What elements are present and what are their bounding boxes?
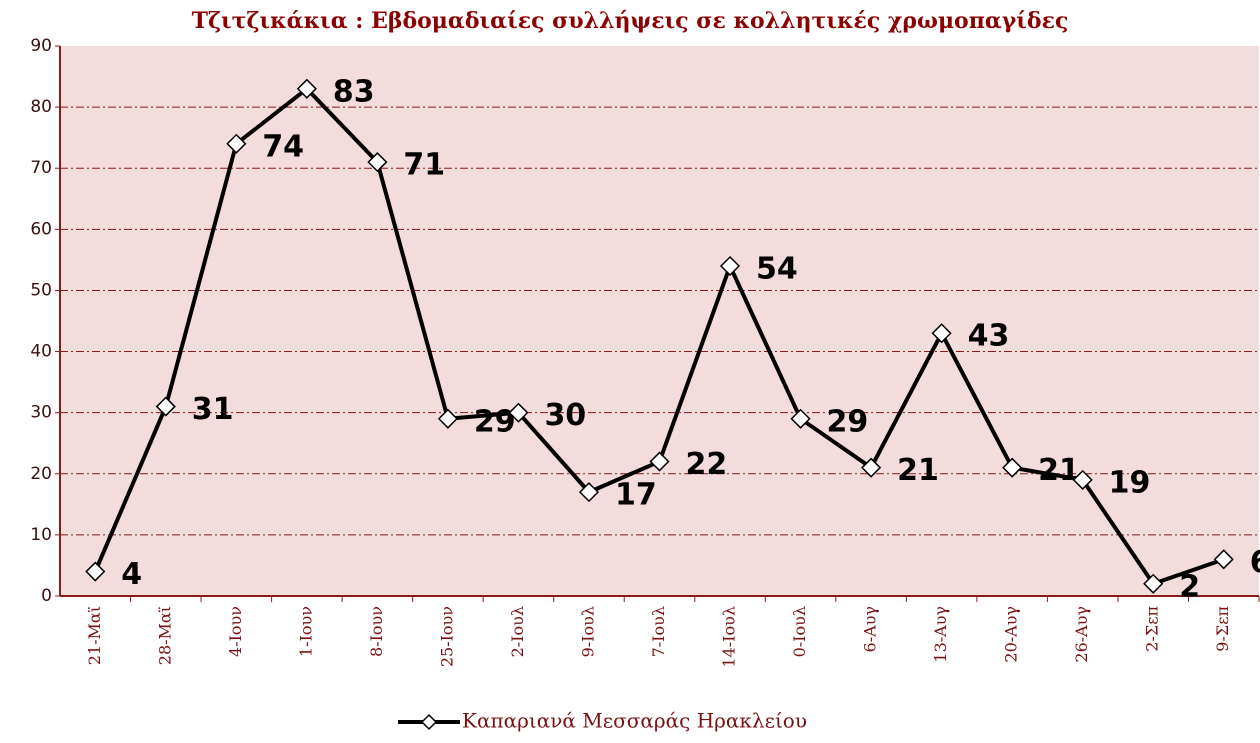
point-marker: [649, 451, 670, 472]
y-tick-label: 70: [30, 158, 52, 178]
point-marker: [1213, 549, 1234, 570]
x-tick-label: 26-Αυγ: [1072, 606, 1091, 663]
y-tick-label: 40: [30, 342, 52, 362]
chart-title: Τζιτζικάκια : Εβδομαδιαίες συλλήψεις σε …: [192, 8, 1069, 34]
data-label: 29: [474, 404, 516, 439]
x-tick-label: 20-Αυγ: [1002, 606, 1021, 663]
data-label: 71: [403, 148, 445, 183]
point-marker: [931, 323, 952, 344]
legend-label: Καπαριανά Μεσσαράς Ηρακλείου: [462, 709, 807, 733]
data-label: 6: [1250, 545, 1260, 580]
x-tick-label: 9-Σεπ: [1213, 606, 1232, 652]
x-tick-label: 21-Μαϊ: [85, 606, 104, 665]
plot-area: [60, 46, 1259, 596]
y-tick-label: 80: [30, 97, 52, 117]
point-marker: [226, 133, 247, 154]
point-marker: [296, 78, 317, 99]
x-tick-label: 6-Αυγ: [861, 606, 880, 652]
y-tick-label: 90: [30, 36, 52, 56]
data-label: 19: [1109, 465, 1151, 500]
data-label: 21: [897, 453, 939, 488]
point-marker: [85, 561, 106, 582]
x-tick-label: 2-Σεπ: [1143, 606, 1162, 652]
data-label: 29: [827, 404, 869, 439]
data-label: 21: [1038, 453, 1080, 488]
legend-marker: [420, 713, 438, 731]
point-marker: [578, 482, 600, 503]
point-marker: [861, 457, 882, 478]
x-tick-label: 28-Μαϊ: [155, 606, 174, 665]
data-label: 17: [615, 478, 657, 513]
data-label: 4: [121, 557, 142, 592]
y-tick-label: 10: [30, 525, 52, 545]
y-tick-label: 50: [30, 280, 52, 300]
x-tick-label: 1-Ιουν: [296, 606, 315, 657]
x-tick-label: 9-Ιουλ: [578, 606, 597, 657]
x-tick-label: 8-Ιουν: [367, 606, 386, 657]
point-marker: [437, 408, 458, 429]
y-tick-label: 0: [41, 586, 52, 606]
data-label: 30: [544, 398, 586, 433]
point-marker: [367, 152, 388, 173]
x-tick-label: 2-Ιουλ: [508, 606, 527, 657]
x-tick-label: 13-Αυγ: [931, 606, 950, 663]
y-tick-label: 30: [30, 403, 52, 423]
data-label: 22: [686, 447, 728, 482]
x-tick-label: 7-Ιουλ: [649, 606, 668, 657]
x-tick-label: 0-Ιουλ: [790, 606, 809, 657]
y-tick-label: 60: [30, 219, 52, 239]
point-marker: [1143, 573, 1164, 594]
data-label: 2: [1179, 569, 1200, 604]
point-marker: [719, 255, 741, 277]
x-tick-label: 25-Ιουν: [437, 606, 456, 667]
x-tick-label: 4-Ιουν: [226, 606, 245, 657]
x-tick-label: 14-Ιουλ: [720, 606, 739, 668]
y-tick-label: 20: [30, 464, 52, 484]
point-marker: [508, 402, 529, 423]
data-label: 74: [262, 129, 304, 164]
point-marker: [155, 396, 176, 417]
point-marker: [790, 408, 811, 429]
data-label: 31: [192, 392, 234, 427]
data-label: 83: [333, 74, 375, 109]
data-label: 54: [756, 252, 798, 287]
point-marker: [1072, 469, 1093, 490]
data-label: 43: [968, 319, 1010, 354]
point-marker: [1002, 457, 1023, 478]
legend: Καπαριανά Μεσσαράς Ηρακλείου: [398, 709, 807, 733]
